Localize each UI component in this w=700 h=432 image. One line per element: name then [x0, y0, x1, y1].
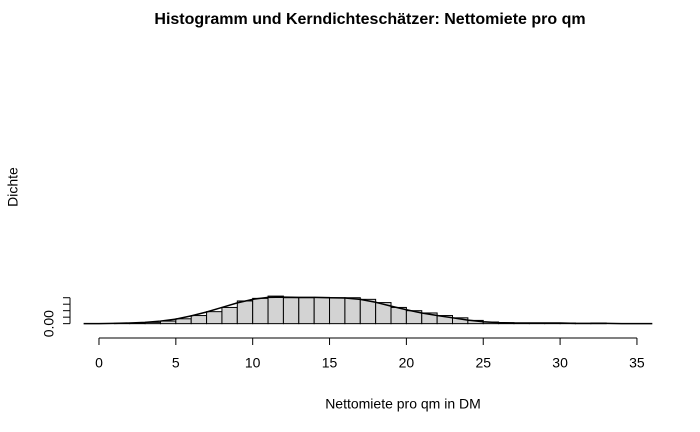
bar	[267, 295, 284, 325]
bar	[252, 297, 269, 325]
y-tick-label: 0.00	[41, 310, 57, 337]
bar	[190, 315, 208, 325]
bar	[344, 297, 361, 325]
bar	[359, 298, 377, 325]
x-tick-label: 15	[322, 355, 338, 371]
x-tick-label: 10	[245, 355, 261, 371]
y-axis-label: Dichte	[5, 167, 21, 207]
chart-title: Histogramm und Kerndichteschätzer: Netto…	[154, 11, 585, 28]
bar	[282, 297, 300, 325]
bar	[175, 318, 192, 325]
bar	[221, 306, 238, 325]
x-tick-label: 5	[172, 355, 180, 371]
x-tick-label: 30	[552, 355, 568, 371]
bar	[298, 297, 315, 325]
bar	[313, 296, 331, 325]
x-axis-label: Nettomiete pro qm in DM	[325, 396, 481, 412]
bar	[206, 311, 223, 325]
x-tick-label: 35	[629, 355, 645, 371]
bar	[329, 297, 346, 325]
x-tick-label: 0	[95, 355, 103, 371]
density-line	[83, 296, 653, 325]
bar	[236, 300, 254, 325]
x-tick-label: 20	[399, 355, 415, 371]
x-tick-label: 25	[475, 355, 491, 371]
